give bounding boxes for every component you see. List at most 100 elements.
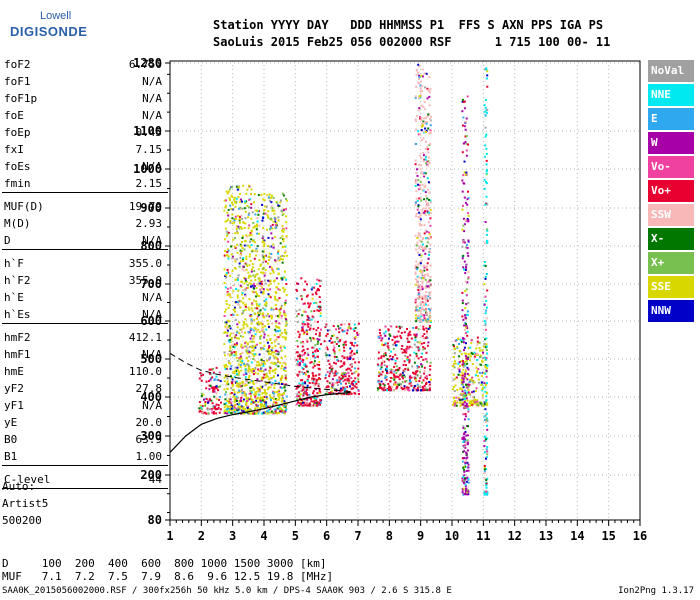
echo-point — [381, 370, 384, 373]
echo-point — [461, 208, 464, 211]
echo-point — [275, 320, 278, 323]
echo-point — [405, 364, 407, 367]
echo-point — [240, 285, 243, 288]
echo-point — [277, 282, 280, 285]
echo-point — [265, 314, 268, 317]
echo-point — [485, 169, 488, 171]
echo-point — [230, 375, 232, 378]
echo-point — [245, 244, 248, 247]
echo-point — [383, 384, 386, 387]
echo-point — [248, 224, 251, 227]
echo-point — [459, 339, 462, 341]
y-tick-label: 1100 — [133, 124, 162, 138]
echo-point — [313, 402, 315, 405]
echo-point — [233, 267, 236, 269]
echo-point — [254, 278, 257, 281]
echo-point — [464, 324, 467, 327]
echo-point — [332, 325, 335, 328]
echo-point — [416, 268, 419, 271]
echo-point — [225, 272, 228, 275]
echo-point — [419, 80, 422, 83]
echo-point — [393, 374, 396, 377]
echo-point — [239, 355, 242, 358]
echo-point — [421, 288, 424, 291]
echo-point — [465, 171, 468, 174]
echo-point — [247, 206, 250, 209]
echo-point — [338, 376, 341, 379]
legend-item: NoVal — [648, 60, 694, 82]
echo-point — [377, 351, 380, 354]
echo-point — [230, 365, 233, 368]
echo-point — [307, 323, 310, 326]
echo-point — [342, 362, 345, 365]
x-tick-label: 13 — [539, 529, 553, 543]
echo-point — [458, 355, 460, 358]
echo-point — [285, 227, 288, 230]
echo-point — [275, 325, 278, 328]
echo-point — [247, 370, 250, 373]
echo-point — [238, 370, 241, 373]
echo-point — [311, 381, 314, 384]
echo-point — [428, 374, 431, 376]
echo-point — [239, 206, 242, 209]
echo-point — [224, 220, 227, 223]
echo-point — [481, 394, 484, 397]
echo-point — [285, 407, 288, 410]
echo-point — [295, 403, 298, 406]
echo-point — [239, 406, 242, 409]
echo-point — [407, 332, 410, 335]
echo-point — [454, 362, 457, 365]
echo-point — [244, 217, 247, 220]
echo-point — [274, 408, 277, 411]
echo-point — [468, 381, 471, 383]
echo-point — [464, 307, 467, 310]
echo-point — [234, 301, 237, 304]
echo-point — [244, 382, 247, 385]
echo-point — [379, 368, 382, 371]
echo-point — [248, 351, 251, 354]
echo-point — [414, 234, 417, 237]
echo-point — [316, 278, 319, 281]
echo-point — [464, 314, 467, 317]
echo-point — [235, 185, 238, 188]
echo-point — [414, 163, 417, 166]
echo-point — [403, 370, 406, 373]
echo-point — [334, 340, 336, 343]
echo-point — [465, 368, 468, 371]
echo-point — [421, 381, 423, 384]
echo-point — [272, 411, 275, 414]
echo-point — [464, 120, 467, 123]
param-label: D — [4, 234, 11, 247]
echo-point — [418, 222, 421, 225]
echo-point — [242, 410, 245, 413]
echo-point — [205, 412, 208, 415]
echo-point — [473, 355, 476, 358]
echo-point — [392, 343, 395, 346]
echo-point — [283, 331, 286, 334]
echo-point — [418, 76, 421, 79]
echo-point — [468, 353, 471, 356]
param-value: N/A — [142, 109, 162, 122]
echo-point — [227, 257, 230, 260]
echo-point — [282, 237, 285, 240]
echo-point — [299, 402, 301, 405]
echo-point — [200, 406, 203, 409]
echo-point — [335, 328, 337, 331]
echo-point — [300, 298, 303, 301]
echo-point — [467, 214, 470, 217]
echo-point — [229, 347, 232, 350]
echo-point — [267, 378, 270, 381]
echo-point — [279, 377, 282, 380]
echo-point — [401, 351, 404, 354]
echo-point — [351, 350, 354, 352]
echo-point — [244, 375, 247, 378]
echo-point — [414, 370, 417, 373]
echo-point — [295, 310, 298, 313]
echo-point — [318, 331, 321, 334]
echo-point — [384, 354, 387, 357]
echo-point — [407, 347, 410, 350]
echo-point — [274, 410, 277, 413]
echo-point — [229, 338, 232, 341]
echo-point — [482, 353, 485, 356]
echo-point — [429, 217, 432, 220]
